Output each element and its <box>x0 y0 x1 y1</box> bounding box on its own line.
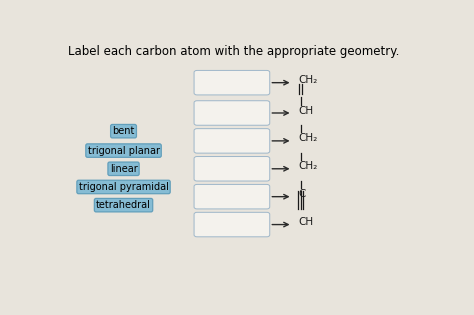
Text: trigonal pyramidal: trigonal pyramidal <box>79 182 168 192</box>
Text: tetrahedral: tetrahedral <box>96 200 151 210</box>
Text: trigonal planar: trigonal planar <box>88 146 160 156</box>
Text: CH: CH <box>299 106 314 116</box>
Text: bent: bent <box>112 126 135 136</box>
FancyBboxPatch shape <box>194 184 270 209</box>
Text: CH₂: CH₂ <box>299 134 318 143</box>
Text: C: C <box>299 188 306 198</box>
Text: linear: linear <box>109 164 137 174</box>
FancyBboxPatch shape <box>194 71 270 95</box>
Text: CH₂: CH₂ <box>299 75 318 84</box>
Text: Label each carbon atom with the appropriate geometry.: Label each carbon atom with the appropri… <box>68 45 400 58</box>
Text: CH₂: CH₂ <box>299 161 318 171</box>
Text: CH: CH <box>299 217 314 227</box>
FancyBboxPatch shape <box>194 101 270 125</box>
FancyBboxPatch shape <box>194 129 270 153</box>
FancyBboxPatch shape <box>194 212 270 237</box>
FancyBboxPatch shape <box>194 157 270 181</box>
